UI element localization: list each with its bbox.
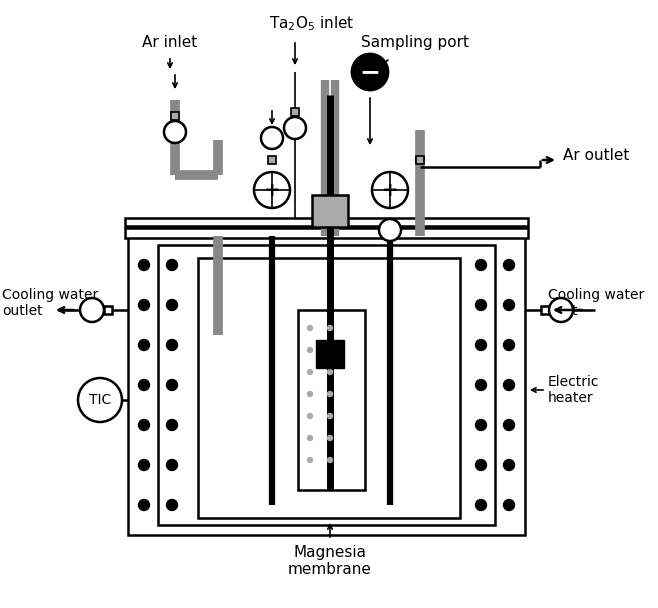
- Circle shape: [328, 348, 332, 353]
- Text: Sampling port: Sampling port: [361, 35, 469, 50]
- Circle shape: [166, 260, 178, 271]
- Bar: [104, 306, 112, 314]
- Bar: [202, 420, 456, 514]
- Circle shape: [138, 500, 149, 511]
- Circle shape: [328, 435, 332, 441]
- Circle shape: [476, 260, 486, 271]
- Circle shape: [503, 339, 515, 350]
- Circle shape: [307, 435, 313, 441]
- Circle shape: [138, 460, 149, 471]
- Circle shape: [261, 127, 283, 149]
- Circle shape: [328, 392, 332, 396]
- Circle shape: [166, 420, 178, 430]
- Circle shape: [352, 54, 388, 90]
- Text: +: +: [382, 181, 398, 199]
- Bar: [198, 258, 460, 518]
- Circle shape: [138, 260, 149, 271]
- Circle shape: [254, 172, 290, 208]
- Bar: [125, 218, 528, 226]
- Bar: [316, 340, 344, 368]
- Circle shape: [503, 260, 515, 271]
- Text: Magnesia
membrane: Magnesia membrane: [288, 545, 372, 578]
- Bar: [171, 112, 179, 120]
- Circle shape: [307, 392, 313, 396]
- Circle shape: [138, 420, 149, 430]
- Circle shape: [78, 378, 122, 422]
- Circle shape: [80, 298, 104, 322]
- Text: +: +: [264, 181, 280, 199]
- Bar: [298, 310, 365, 490]
- Circle shape: [328, 370, 332, 375]
- Circle shape: [503, 420, 515, 430]
- Bar: [291, 108, 299, 116]
- Bar: [128, 230, 525, 535]
- Circle shape: [476, 300, 486, 311]
- Circle shape: [503, 379, 515, 390]
- Circle shape: [284, 117, 306, 139]
- Circle shape: [549, 298, 573, 322]
- Text: TIC: TIC: [89, 393, 111, 407]
- Circle shape: [476, 420, 486, 430]
- Circle shape: [503, 500, 515, 511]
- Circle shape: [476, 339, 486, 350]
- Circle shape: [328, 325, 332, 331]
- Circle shape: [379, 219, 401, 241]
- Text: Cooling water
inlet: Cooling water inlet: [548, 288, 644, 318]
- Circle shape: [476, 500, 486, 511]
- Text: Electric
heater: Electric heater: [548, 375, 599, 405]
- Circle shape: [503, 300, 515, 311]
- Text: −: −: [359, 60, 380, 84]
- Circle shape: [166, 500, 178, 511]
- Bar: [541, 306, 549, 314]
- Circle shape: [164, 121, 186, 143]
- Bar: [312, 195, 348, 227]
- Circle shape: [372, 172, 408, 208]
- Text: Ar outlet: Ar outlet: [563, 148, 629, 162]
- Circle shape: [166, 460, 178, 471]
- Bar: [158, 245, 495, 525]
- Bar: [416, 156, 424, 164]
- Text: Ar inlet: Ar inlet: [142, 35, 197, 50]
- Circle shape: [307, 325, 313, 331]
- Circle shape: [476, 460, 486, 471]
- Circle shape: [166, 339, 178, 350]
- Circle shape: [307, 348, 313, 353]
- Bar: [125, 228, 528, 238]
- Circle shape: [138, 379, 149, 390]
- Circle shape: [166, 379, 178, 390]
- Circle shape: [307, 457, 313, 463]
- Circle shape: [503, 460, 515, 471]
- Circle shape: [166, 300, 178, 311]
- Circle shape: [476, 379, 486, 390]
- Text: Cooling water
outlet: Cooling water outlet: [2, 288, 98, 318]
- Circle shape: [307, 413, 313, 418]
- Circle shape: [307, 370, 313, 375]
- Circle shape: [328, 413, 332, 418]
- Circle shape: [138, 300, 149, 311]
- Bar: [268, 156, 276, 164]
- Circle shape: [138, 339, 149, 350]
- Text: Ta$_2$O$_5$ inlet: Ta$_2$O$_5$ inlet: [269, 14, 355, 33]
- Circle shape: [328, 457, 332, 463]
